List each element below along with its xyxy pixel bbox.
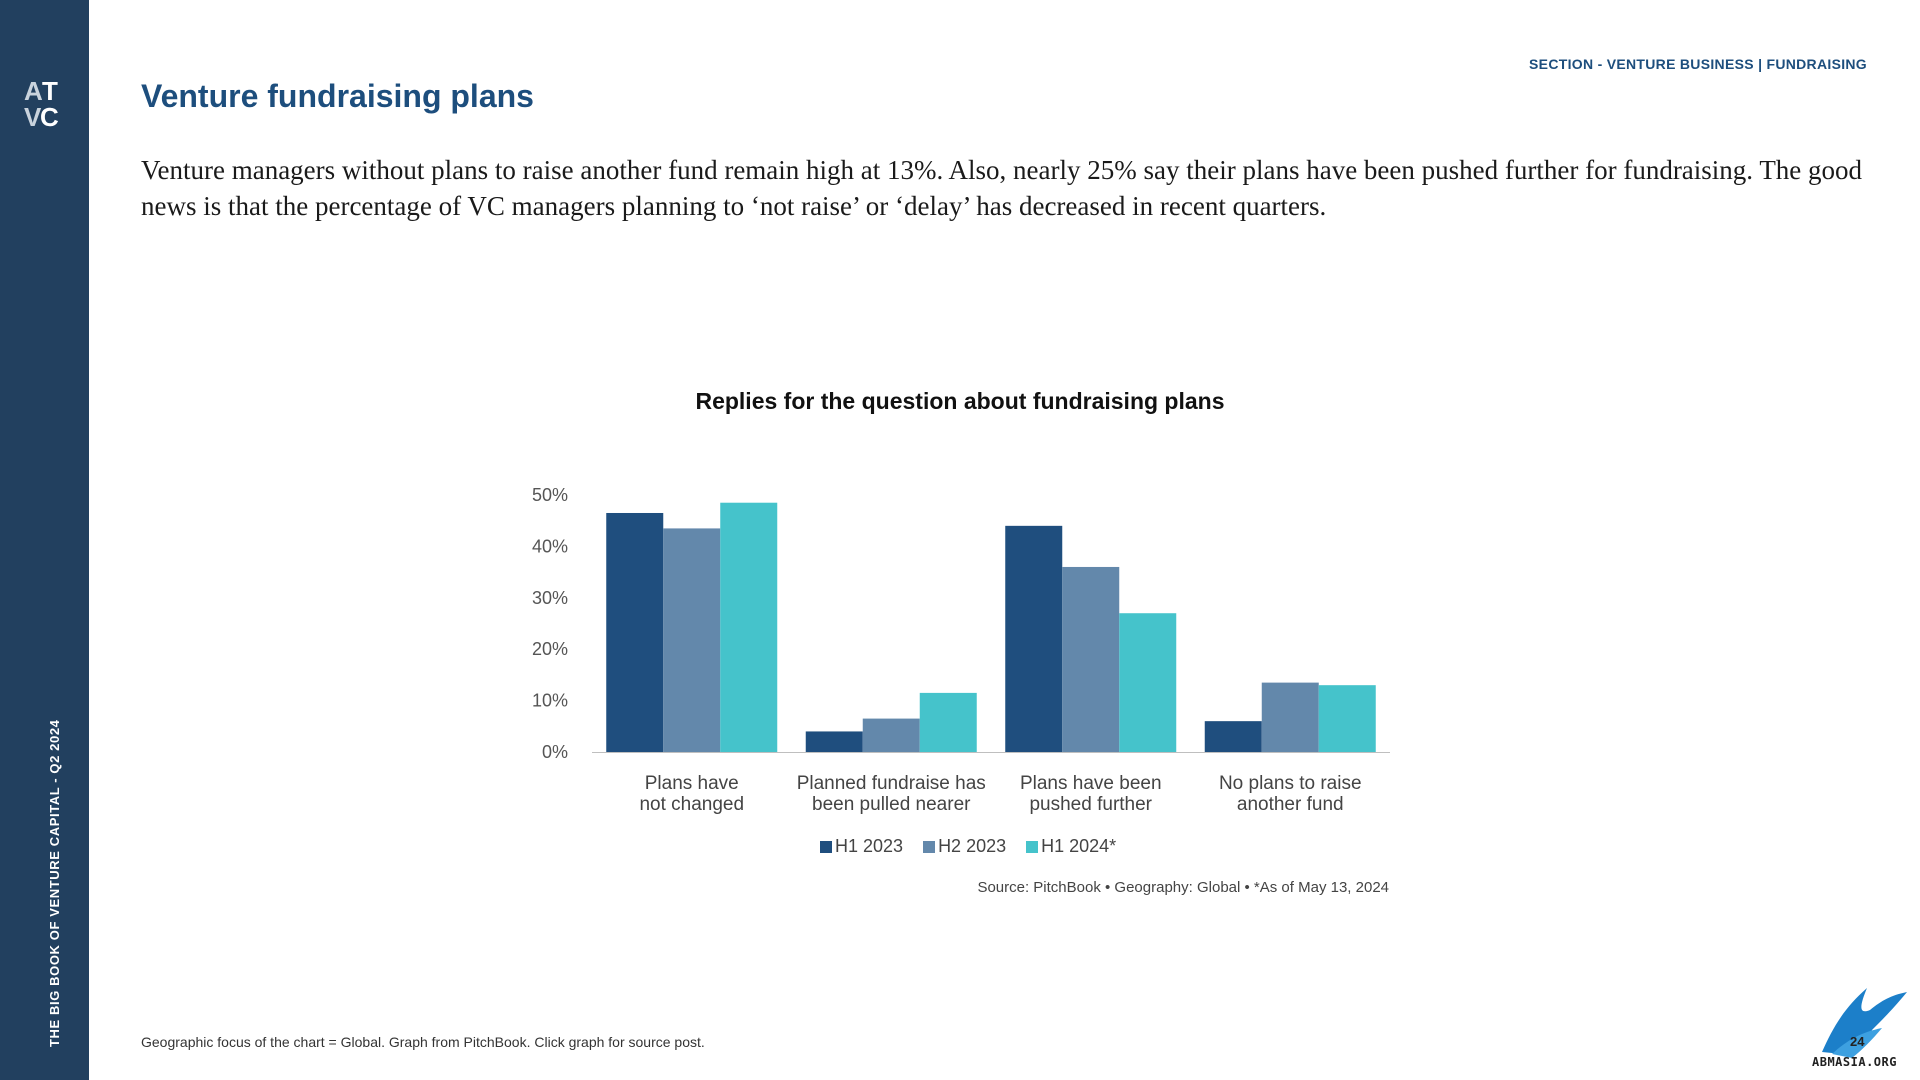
legend-item: H2 2023	[923, 836, 1006, 857]
legend-item: H1 2024*	[1026, 836, 1116, 857]
svg-text:T: T	[42, 76, 58, 106]
legend-swatch	[923, 840, 936, 853]
bird-logo-icon	[1812, 970, 1916, 1070]
x-category-label: Plans have been pushed further	[1020, 773, 1162, 815]
legend-label: H1 2023	[835, 836, 904, 856]
bars	[606, 502, 1376, 752]
legend-item: H1 2023	[820, 836, 903, 857]
corner-site-text: ABMASIA.ORG	[1812, 1055, 1897, 1069]
intro-paragraph: Venture managers without plans to raise …	[141, 155, 1863, 221]
book-title-vertical: THE BIG BOOK OF VENTURE CAPITAL - Q2 202…	[47, 719, 62, 1048]
legend-swatch	[820, 840, 832, 853]
sidebar: A T V C THE BIG BOOK OF VENTURE CAPITAL …	[0, 0, 89, 1080]
x-axis: Plans have not changed Planned fundraise h…	[639, 773, 1361, 815]
bar[interactable]	[663, 528, 721, 752]
svg-text:V: V	[24, 102, 42, 130]
y-tick-label: 50%	[532, 485, 568, 505]
bar-chart[interactable]: 50%40%30%20%10%0% Plans have not changedP…	[500, 460, 1400, 830]
x-category-label: No plans to raise another fund	[1219, 773, 1362, 815]
x-category-label: Plans have not changed	[639, 773, 744, 815]
bar[interactable]	[805, 731, 863, 752]
chart-title: Replies for the question about fundraisi…	[695, 388, 1225, 414]
bar[interactable]	[862, 718, 920, 752]
legend-label: H2 2023	[938, 836, 1007, 856]
bar[interactable]	[1261, 682, 1319, 752]
atvc-logo: A T V C	[22, 76, 68, 132]
y-tick-label: 30%	[532, 588, 568, 608]
y-tick-label: 20%	[532, 639, 568, 659]
bar[interactable]	[720, 502, 778, 752]
bar[interactable]	[1062, 566, 1120, 752]
y-tick-label: 40%	[532, 536, 568, 556]
bar[interactable]	[1204, 721, 1262, 752]
svg-text:A: A	[24, 76, 43, 106]
page-number: 24	[1850, 1034, 1865, 1049]
chart-source: Source: PitchBook • Geography: Global • …	[977, 879, 1389, 896]
chart-legend: H1 2023 H2 2023 H1 2024*	[820, 836, 1116, 857]
bar[interactable]	[1005, 525, 1063, 752]
bar[interactable]	[1119, 613, 1177, 752]
y-tick-label: 10%	[532, 691, 568, 711]
bar[interactable]	[1318, 685, 1376, 752]
page-title: Venture fundraising plans	[141, 78, 534, 114]
bar[interactable]	[606, 512, 664, 752]
legend-swatch	[1026, 840, 1039, 853]
svg-text:C: C	[40, 102, 59, 130]
section-label: SECTION - VENTURE BUSINESS | FUNDRAISING	[1529, 56, 1867, 72]
y-tick-label: 0%	[542, 742, 568, 762]
y-axis: 50% 40% 30% 20% 10% 0%	[532, 485, 1390, 762]
footnote: Geographic focus of the chart = Global. …	[141, 1034, 705, 1050]
bar[interactable]	[919, 692, 977, 752]
legend-label: H1 2024*	[1041, 836, 1117, 856]
x-category-label: Planned fundraise has been pulled nearer	[797, 773, 986, 815]
